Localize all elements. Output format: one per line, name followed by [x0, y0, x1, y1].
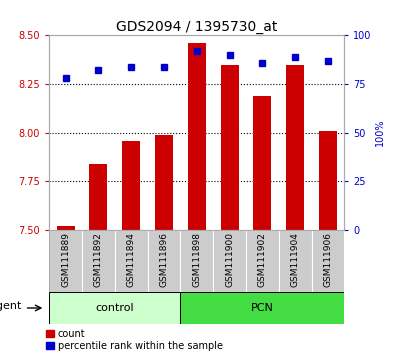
Text: GSM111898: GSM111898	[192, 232, 201, 287]
Bar	[147, 230, 180, 292]
Bar	[82, 230, 115, 292]
Bar	[56, 226, 74, 230]
Bar	[213, 230, 245, 292]
Legend: count, percentile rank within the sample: count, percentile rank within the sample	[46, 329, 222, 351]
Text: GSM111900: GSM111900	[225, 232, 234, 287]
Bar	[187, 43, 205, 230]
Text: agent: agent	[0, 301, 22, 312]
Bar	[180, 292, 344, 324]
Bar	[285, 64, 303, 230]
Title: GDS2094 / 1395730_at: GDS2094 / 1395730_at	[116, 21, 277, 34]
Text: control: control	[95, 303, 134, 313]
Text: GSM111896: GSM111896	[159, 232, 168, 287]
Text: GSM111894: GSM111894	[126, 232, 135, 287]
Text: GSM111904: GSM111904	[290, 232, 299, 287]
Bar	[49, 292, 180, 324]
Text: GSM111906: GSM111906	[323, 232, 332, 287]
Text: GSM111902: GSM111902	[257, 232, 266, 287]
Bar	[253, 96, 271, 230]
Bar	[220, 64, 238, 230]
Bar	[89, 164, 107, 230]
Text: GSM111889: GSM111889	[61, 232, 70, 287]
Bar	[122, 141, 140, 230]
Bar	[318, 131, 336, 230]
Text: PCN: PCN	[250, 303, 273, 313]
Bar	[311, 230, 344, 292]
Y-axis label: 100%: 100%	[374, 119, 384, 147]
Bar	[155, 135, 173, 230]
Bar	[49, 230, 82, 292]
Text: GSM111892: GSM111892	[94, 232, 103, 287]
Bar	[115, 230, 147, 292]
Bar	[180, 230, 213, 292]
Bar	[245, 230, 278, 292]
Bar	[278, 230, 311, 292]
